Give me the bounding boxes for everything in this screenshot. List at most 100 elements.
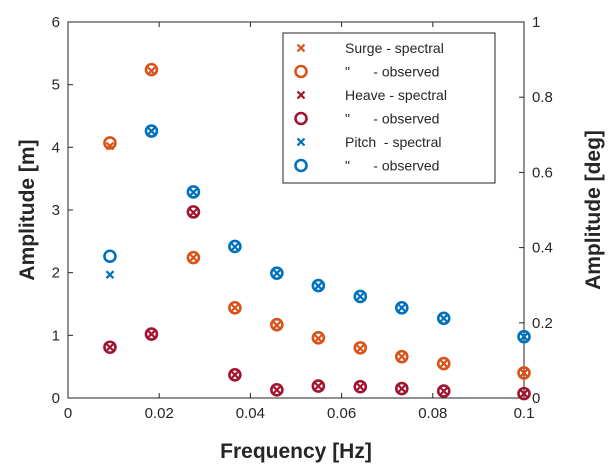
data-point [105,342,115,352]
marker-stroke [296,43,306,53]
marker-stroke [314,381,323,391]
legend: Surge - spectral " - observed Heave - spec… [282,32,496,184]
x-axis-title: Frequency [Hz] [220,440,372,463]
marker-stroke [519,389,529,398]
data-point [103,340,117,355]
x-tick-label: 0 [64,405,72,422]
marker-stroke [356,344,365,353]
data-point [186,250,201,265]
data-point [517,329,531,344]
left-y-axis-title: Amplitude [m] [16,139,39,280]
series-1 [103,62,531,380]
legend-label: Heave - spectral [345,87,447,103]
data-point [144,327,159,341]
data-point [439,386,449,396]
data-point [397,303,407,313]
data-point [311,379,326,393]
marker-stroke [356,292,365,301]
left-y-tick-label: 5 [52,77,60,94]
marker-stroke [105,141,115,151]
left-y-tick-label: 1 [52,327,60,344]
data-point [436,356,451,371]
marker-stroke [189,208,198,217]
data-point [394,381,409,396]
right-y-tick-label: 0.4 [532,240,553,257]
data-point [186,205,201,219]
data-point [186,185,201,199]
data-point [519,332,529,341]
right-y-tick-label: 1 [532,14,540,31]
marker-stroke [230,242,240,252]
data-point [356,292,365,301]
data-point [353,379,368,394]
marker-stroke [314,334,323,343]
x-tick-label: 0.06 [327,405,356,422]
data-point [436,384,451,398]
series-5 [103,124,531,344]
marker-stroke [189,188,198,197]
data-point [439,314,449,323]
data-point [272,321,282,330]
data-point [314,281,323,291]
marker-stroke [439,386,449,396]
x-tick-label: 0.04 [236,405,265,422]
legend-label: Surge - spectral [345,40,444,56]
marker-stroke [147,329,156,339]
marker-stroke [397,384,407,393]
data-point [144,62,159,77]
marker-stroke [296,90,306,100]
data-point [228,368,242,382]
left-y-tick-label: 3 [52,202,60,219]
x-tick-label: 0.08 [418,405,447,422]
data-point [147,66,156,76]
left-y-tick-label: 2 [52,265,60,282]
data-point [272,268,282,278]
marker-stroke [439,359,449,368]
data-point [144,124,159,138]
legend-marker [294,64,308,79]
marker-stroke [439,314,449,323]
marker-stroke [272,268,282,278]
legend-label: " - observed [345,64,439,80]
plot-area: 0 0.02 0.04 0.06 0.08 0.1012345600.20.40.60.8… [52,14,553,422]
data-point [394,300,409,315]
data-point [314,381,323,391]
data-point [228,239,242,254]
data-point [353,341,368,355]
data-point [228,300,242,315]
marker-stroke [314,281,323,291]
marker-stroke [272,385,282,395]
legend-label: " - observed [345,158,439,174]
data-point [105,141,115,151]
left-y-tick-label: 0 [52,390,60,407]
legend-label: Pitch - spectral [345,134,441,150]
data-point [230,242,240,252]
marker-stroke [272,321,282,330]
data-point [270,383,284,397]
data-point [147,126,156,136]
marker-stroke [397,352,407,361]
series-4 [105,126,529,341]
data-point [356,344,365,353]
data-point [189,253,198,262]
marker-stroke [397,303,407,313]
data-point [230,303,240,313]
right-y-tick-label: 0.2 [532,315,553,332]
marker-stroke [296,137,306,147]
marker-stroke [230,303,240,313]
marker-stroke [519,332,529,341]
data-point [517,386,531,401]
legend-marker [294,111,308,126]
legend-box [282,32,496,184]
legend-marker [294,158,308,173]
data-point [272,385,282,395]
data-point [103,136,117,150]
data-point [270,317,284,332]
data-point [353,289,368,304]
marker-stroke [519,368,529,378]
marker-stroke [147,126,156,136]
marker-stroke [356,382,365,391]
data-point [105,270,115,279]
data-point [519,368,529,378]
